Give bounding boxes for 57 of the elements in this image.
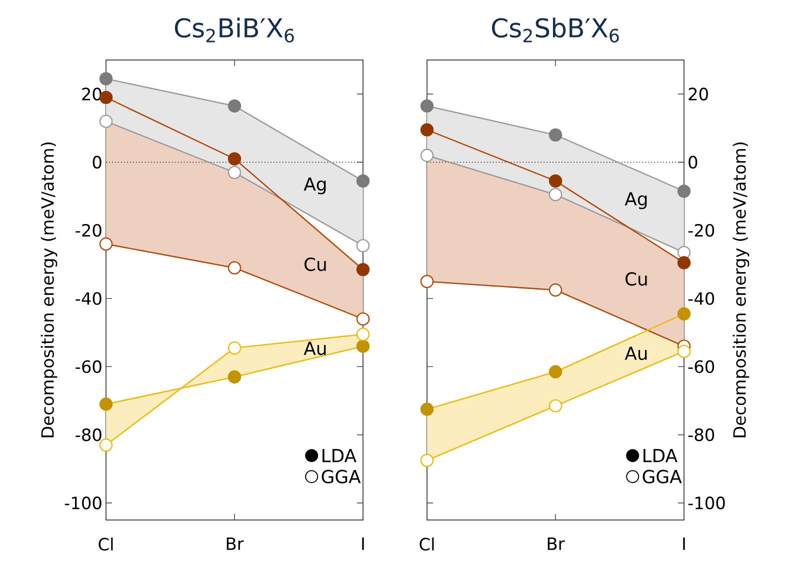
y-tick-label: -80 bbox=[688, 428, 714, 442]
series-label: Cu bbox=[304, 258, 326, 272]
y-axis-title: Decomposition energy (meV/atom) bbox=[732, 142, 750, 438]
point bbox=[99, 114, 113, 128]
point bbox=[420, 274, 434, 288]
y-tick-label: -60 bbox=[688, 360, 714, 374]
series-label: Ag bbox=[624, 192, 647, 210]
point bbox=[420, 99, 434, 113]
x-tick-label: Br bbox=[548, 538, 565, 550]
y-tick-label: 0 bbox=[688, 156, 698, 169]
annotation: GGA bbox=[642, 470, 682, 484]
point bbox=[548, 128, 562, 142]
y-tick-label: -20 bbox=[76, 224, 102, 237]
y-tick-label: -20 bbox=[688, 224, 714, 237]
y-tick-label: 0 bbox=[92, 156, 102, 169]
point bbox=[228, 152, 242, 166]
point bbox=[99, 72, 113, 86]
point bbox=[356, 262, 370, 276]
series-label: Cu bbox=[626, 272, 647, 286]
point bbox=[548, 188, 562, 202]
annotation: LDA bbox=[644, 449, 678, 462]
x-tick-label: I bbox=[362, 538, 364, 550]
x-tick-label: Cl bbox=[98, 538, 113, 551]
point bbox=[677, 184, 691, 198]
point bbox=[228, 261, 242, 274]
y-tick-label: -60 bbox=[76, 360, 102, 374]
point bbox=[228, 99, 242, 113]
y-tick-label: -100 bbox=[64, 496, 102, 510]
point bbox=[228, 166, 242, 180]
series-label: Ag bbox=[304, 177, 326, 194]
annotation: LDA bbox=[322, 449, 356, 462]
y-axis-title: Decomposition energy (meV/atom) bbox=[40, 142, 58, 438]
point bbox=[356, 328, 370, 341]
point bbox=[548, 399, 562, 412]
point bbox=[548, 174, 562, 188]
annotation: GGA bbox=[322, 470, 361, 484]
y-tick-label: -80 bbox=[76, 428, 102, 442]
y-tick-label: -40 bbox=[76, 292, 102, 305]
point bbox=[99, 237, 113, 251]
point bbox=[677, 344, 691, 358]
series-label: Au bbox=[624, 346, 647, 360]
point bbox=[420, 123, 434, 136]
point bbox=[677, 256, 691, 270]
x-tick-label: Cl bbox=[420, 538, 434, 551]
x-tick-label: Br bbox=[226, 538, 244, 550]
point bbox=[356, 239, 370, 252]
point bbox=[356, 312, 370, 326]
chart-title: Cs$_{2}$BiB′X$_{6}$ bbox=[174, 18, 294, 42]
y-tick-label: -100 bbox=[688, 496, 725, 510]
point bbox=[356, 174, 370, 188]
point bbox=[420, 148, 434, 162]
chart-title: Cs$_{2}$SbB′X$_{6}$ bbox=[492, 18, 619, 42]
x-tick-label: I bbox=[683, 538, 685, 550]
point bbox=[548, 283, 562, 297]
y-tick-label: 20 bbox=[688, 88, 708, 100]
point bbox=[420, 454, 434, 467]
y-tick-label: -40 bbox=[688, 292, 714, 305]
